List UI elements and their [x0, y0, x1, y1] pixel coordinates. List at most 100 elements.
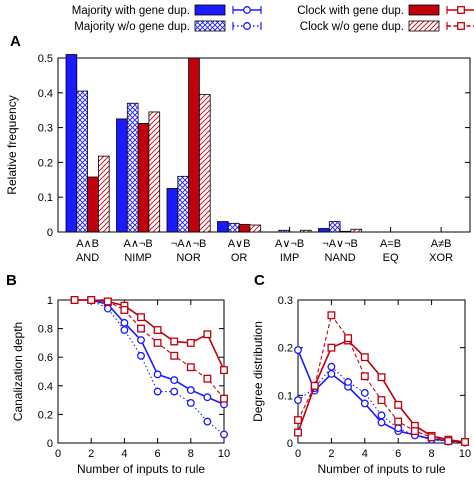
- panel-b-xtick-label: 10: [218, 448, 230, 460]
- panel-b-point-0-6: [153, 370, 162, 379]
- panel-c-ytick-label: 0: [287, 438, 293, 450]
- panel-c-point-3-5: [377, 396, 386, 405]
- bar-nor-series-2: [188, 57, 200, 233]
- panel-c-point-2-5: [377, 373, 386, 382]
- legend-swatch-2: [408, 4, 440, 16]
- panel-b-ytick-label: 0.2: [38, 409, 53, 421]
- bar-and-series-2: [87, 176, 99, 233]
- panel-a-ytick-label: 0.2: [38, 157, 53, 169]
- panel-c-point-3-1: [310, 381, 319, 390]
- panel-b-point-3-2: [87, 296, 96, 304]
- bar-nor-series-0: [166, 188, 179, 233]
- category-symbol-nimp: A∧¬B: [124, 238, 153, 250]
- panel-c-xtick-label: 4: [362, 448, 368, 460]
- panel-b-point-3-4: [120, 306, 129, 314]
- panel-c-point-2-2: [327, 343, 336, 352]
- panel-c-point-3-6: [394, 417, 403, 426]
- panel-c-point-1-3: [344, 378, 353, 386]
- panel-b-point-1-8: [186, 399, 195, 407]
- panel-a-ylabel: Relative frequency: [5, 95, 19, 194]
- panel-c-point-1-6: [394, 424, 403, 433]
- panel-b-point-3-1: [70, 296, 79, 304]
- legend-marker-0: [243, 6, 251, 14]
- category-symbol-and: A∧B: [76, 238, 99, 250]
- legend-label-2: Clock with gene dup.: [297, 5, 404, 17]
- bar-nand-series-3: [350, 228, 363, 233]
- panel-b-point-1-3: [103, 304, 112, 313]
- panel-b-series-line-1: [74, 299, 225, 435]
- legend-swatch-0: [194, 4, 226, 16]
- panel-b-xtick-label: 2: [88, 448, 94, 460]
- panel-b-point-2-8: [186, 338, 195, 347]
- bar-or-series-1: [227, 222, 240, 233]
- legend-swatch-3: [408, 20, 440, 32]
- panel-b-xtick-label: 4: [121, 448, 127, 460]
- panel-c-ytick-label: 0.3: [278, 295, 293, 307]
- panel-b-ytick-label: 0.8: [38, 324, 53, 336]
- panel-b-point-0-7: [170, 376, 179, 385]
- panel-b-point-1-10: [220, 430, 228, 439]
- bar-nimp-series-2: [137, 123, 150, 233]
- panel-c-point-3-9: [444, 437, 453, 446]
- panel-c-point-3-2: [327, 311, 336, 320]
- panel-b-series-line-3: [74, 299, 225, 400]
- panel-c-point-0-2: [327, 369, 336, 378]
- panel-label-a: A: [10, 33, 21, 50]
- panel-b-point-2-10: [220, 366, 228, 375]
- panel-b-point-3-5: [137, 324, 145, 333]
- category-symbol-eq: A=B: [380, 238, 401, 250]
- panel-b-point-3-7: [170, 351, 179, 360]
- bar-nand-series-2: [339, 230, 352, 233]
- category-symbol-nor: ¬A∧¬B: [171, 238, 207, 250]
- panel-c-xlabel: Number of inputs to rule: [317, 462, 445, 476]
- bar-nand-series-0: [318, 228, 330, 233]
- legend-label-0: Majority with gene dup.: [72, 5, 190, 17]
- legend-marker-3: [457, 22, 465, 30]
- panel-c-series-line-0: [297, 349, 466, 443]
- panel-c-ylabel: Degree distribution: [251, 321, 265, 422]
- panel-a-ytick-label: 0.5: [38, 53, 53, 65]
- panel-c-point-0-4: [360, 399, 369, 408]
- panel-b-point-3-9: [203, 374, 212, 383]
- panel-c-point-2-0: [294, 428, 302, 437]
- legend-label-1: Majority w/o gene dup.: [74, 21, 190, 33]
- category-name-nor: NOR: [176, 252, 201, 264]
- category-name-and: AND: [76, 252, 99, 264]
- panel-c-series-line-1: [297, 365, 466, 444]
- bar-and-series-0: [65, 54, 78, 233]
- panel-b-line-chart: 0 2 4 6 8 10 0 0.2 0.4 0.6 0.8 1 Number of inputs to…: [11, 295, 230, 476]
- panel-c-point-1-5: [377, 411, 386, 420]
- category-name-eq: EQ: [383, 252, 399, 264]
- panel-c-point-0-0: [294, 346, 302, 354]
- panel-a-bar-chart: 0 0.1 0.2 0.3 0.4 0.5 Relative frequency A∧B AND…: [5, 53, 471, 264]
- panel-b-point-1-7: [170, 387, 179, 396]
- panel-b-series-line-0: [74, 299, 225, 406]
- bar-nimp-series-0: [116, 118, 128, 233]
- panel-b-ytick-label: 1: [47, 295, 53, 307]
- panel-label-b: B: [6, 272, 17, 289]
- panel-c-xtick-label: 8: [429, 448, 435, 460]
- panel-b-point-1-6: [153, 387, 162, 396]
- panel-c-point-1-4: [360, 389, 369, 397]
- bar-or-series-0: [217, 221, 229, 233]
- legend: Majority with gene dup. Majority w/o gene…: [72, 4, 474, 33]
- panel-c-point-3-3: [344, 334, 353, 343]
- panel-b-frame: [57, 299, 225, 444]
- bar-or-series-3: [249, 224, 262, 233]
- bar-nimp-series-1: [126, 102, 139, 233]
- panel-c-point-3-7: [410, 427, 419, 436]
- panel-c-point-2-4: [360, 353, 369, 362]
- panel-label-c: C: [254, 272, 265, 289]
- panel-b-point-0-9: [203, 393, 212, 402]
- legend-marker-2: [457, 6, 465, 14]
- legend-label-3: Clock w/o gene dup.: [300, 21, 404, 33]
- panel-c-series-line-2: [297, 339, 466, 443]
- category-name-imp: IMP: [280, 252, 300, 264]
- panel-c-xtick-label: 10: [459, 448, 471, 460]
- legend-swatch-1: [194, 20, 226, 32]
- category-name-xor: XOR: [429, 252, 453, 264]
- panel-c-line-chart: 0 2 4 6 8 10 0 0.1 0.2 0.3 Number of inputs to rul…: [251, 295, 471, 476]
- panel-b-point-1-5: [137, 351, 145, 360]
- bar-and-series-1: [76, 90, 89, 233]
